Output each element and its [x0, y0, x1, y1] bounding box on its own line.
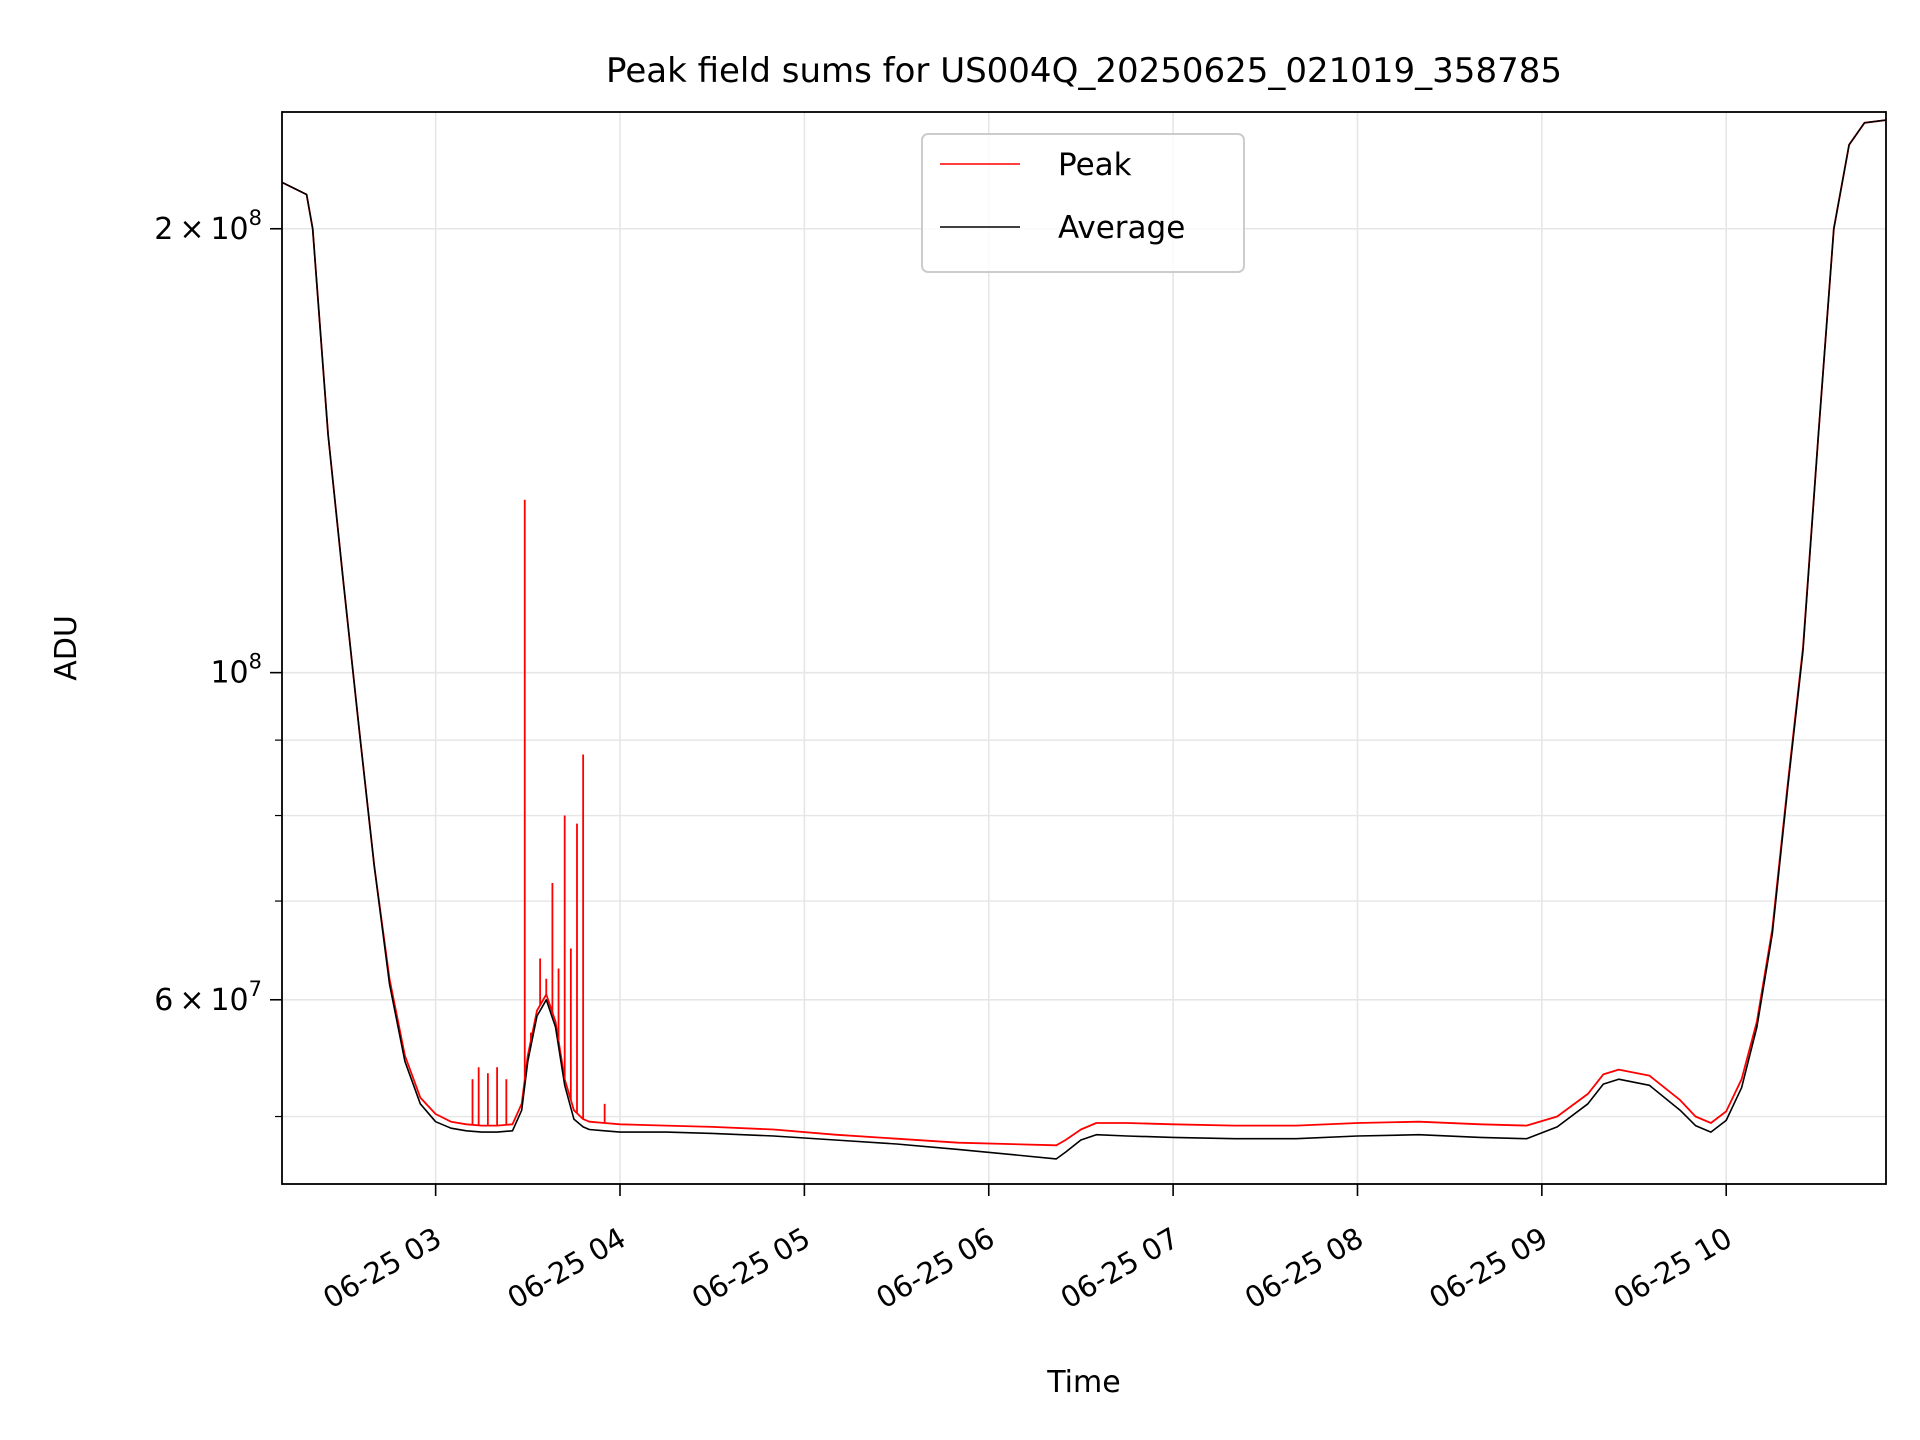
legend: Peak Average: [921, 133, 1245, 273]
y-tick-label-exponent: 8: [249, 206, 262, 230]
series-line-peak: [282, 119, 1886, 1147]
y-tick-label: 2 × 108: [154, 206, 262, 247]
y-tick-label-base: 6 × 10: [154, 983, 248, 1018]
y-tick-label-base: 10: [210, 656, 248, 691]
y-tick-label-exponent: 7: [249, 977, 262, 1001]
y-tick-label-base: 2 × 10: [154, 212, 248, 247]
y-tick-label: 6 × 107: [154, 977, 262, 1018]
series-layer: [282, 119, 1886, 1160]
legend-label-peak: Peak: [1058, 147, 1132, 183]
series-line-average: [282, 119, 1886, 1160]
x-axis-label: Time: [1046, 1365, 1120, 1400]
legend-box: [921, 133, 1245, 273]
y-tick-label-exponent: 8: [249, 650, 262, 674]
chart-title: Peak field sums for US004Q_20250625_0210…: [606, 51, 1562, 91]
legend-label-average: Average: [1058, 210, 1185, 246]
axes-frame: [281, 111, 1887, 1185]
y-axis-label: ADU: [49, 615, 84, 681]
y-tick-label: 108: [210, 650, 262, 691]
